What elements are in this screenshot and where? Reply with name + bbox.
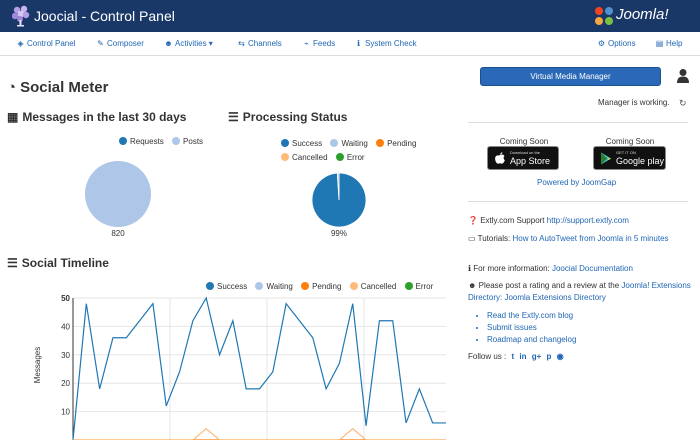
processing-legend: Success Waiting Pending Cancelled Error xyxy=(281,137,441,165)
extensions-directory-link[interactable]: Joomla! Extensions Directory: Joomla Ext… xyxy=(468,281,691,302)
nav-help[interactable]: ▤ Help xyxy=(655,39,683,48)
share-icon: ⇆ xyxy=(238,39,245,48)
edit-icon: ✎ xyxy=(97,39,104,48)
messages-legend: Requests Posts xyxy=(119,137,209,146)
manager-status-text: Manager is working. xyxy=(598,98,670,107)
twitter-icon[interactable]: t xyxy=(511,352,515,361)
powered-by-link[interactable]: Powered by JoomGap xyxy=(537,178,617,187)
gear-icon: ⚙ xyxy=(597,39,606,48)
users-icon: ☻ xyxy=(164,39,173,48)
apple-icon xyxy=(495,152,505,164)
pie-slice-waiting[interactable] xyxy=(336,172,340,201)
y-tick-label: 50 xyxy=(61,294,70,303)
processing-pie-chart xyxy=(311,172,367,228)
tasks-icon: ☰ xyxy=(7,256,18,270)
documentation-link[interactable]: Joocial Documentation xyxy=(551,264,633,273)
rating-info: ☻ Please post a rating and a review at t… xyxy=(468,281,691,302)
y-axis-label: Messages xyxy=(33,347,42,383)
more-info: ℹ For more information: Joocial Document… xyxy=(468,264,633,273)
social-meter-heading: ◔ Social Meter xyxy=(7,79,109,96)
pinterest-icon[interactable]: p xyxy=(546,352,552,361)
nav-options[interactable]: ⚙ Options xyxy=(597,39,636,48)
y-tick-label: 40 xyxy=(61,322,70,331)
messages-pie-chart xyxy=(85,161,151,227)
rss-icon: ⌁ xyxy=(304,39,309,48)
series-line-cancelled[interactable] xyxy=(73,427,446,440)
timeline-heading: ☰ Social Timeline xyxy=(7,256,109,270)
legend-item-posts[interactable]: Posts xyxy=(172,137,203,146)
divider xyxy=(468,201,688,202)
y-tick-label: 30 xyxy=(61,351,70,360)
linkedin-icon[interactable]: in xyxy=(519,352,527,361)
calendar-icon: ▦ xyxy=(7,110,19,124)
legend-item-success[interactable]: Success xyxy=(206,282,247,291)
legend-item-cancelled[interactable]: Cancelled xyxy=(281,151,328,165)
joomla-logo-icon xyxy=(595,7,613,25)
legend-item-success[interactable]: Success xyxy=(281,137,322,151)
y-tick-label: 20 xyxy=(61,379,70,388)
processing-heading: ☰ Processing Status xyxy=(228,110,348,124)
legend-item-waiting[interactable]: Waiting xyxy=(330,137,368,151)
github-icon[interactable]: ◉ xyxy=(556,352,564,361)
coming-soon-android: Coming Soon xyxy=(605,137,655,146)
help-icon: ▤ xyxy=(655,39,664,48)
monitor-icon: ▭ xyxy=(468,234,476,243)
info-icon: ℹ xyxy=(468,264,472,273)
social-timeline-chart: Messages 10 20 30 40 50 xyxy=(33,294,446,440)
y-tick-label: 10 xyxy=(61,408,70,417)
coming-soon-ios: Coming Soon xyxy=(499,137,549,146)
app-store-badge[interactable]: Download on the App Store xyxy=(487,146,559,170)
tutorials-link[interactable]: How to AutoTweet from Joomla in 5 minute… xyxy=(512,234,669,243)
pie-slice-posts[interactable] xyxy=(85,161,151,227)
divider xyxy=(468,122,688,123)
users-icon: ☻ xyxy=(468,281,477,290)
tasks-icon: ☰ xyxy=(228,110,239,124)
nav-composer[interactable]: ✎ Composer xyxy=(97,39,144,48)
legend-item-error[interactable]: Error xyxy=(335,151,365,165)
legend-item-requests[interactable]: Requests xyxy=(119,137,164,146)
support-link[interactable]: http://support.extly.com xyxy=(546,216,629,225)
resource-links-list: Read the Extly.com blog Submit issues Ro… xyxy=(475,310,576,346)
question-circle-icon: ❓ xyxy=(468,216,478,225)
processing-percent-label: 99% xyxy=(330,229,347,238)
caret-down-icon: ▾ xyxy=(206,39,213,48)
nav-activities[interactable]: ☻ Activities ▾ xyxy=(164,39,213,48)
nav-feeds[interactable]: ⌁ Feeds xyxy=(302,39,335,48)
top-header: Joocial - Control Panel Joomla! xyxy=(0,0,700,32)
list-item-blog[interactable]: Read the Extly.com blog xyxy=(487,310,576,322)
support-info: ❓ Extly.com Support http://support.extly… xyxy=(468,216,629,225)
list-item-roadmap[interactable]: Roadmap and changelog xyxy=(487,334,576,346)
google-play-icon xyxy=(601,152,611,165)
sub-navigation: ◈ Control Panel ✎ Composer ☻ Activities ▾ ⇆… xyxy=(0,32,700,56)
googleplus-icon[interactable]: g+ xyxy=(531,352,542,361)
nav-channels[interactable]: ⇆ Channels xyxy=(238,39,282,48)
joomla-brand: Joomla! xyxy=(616,6,669,23)
google-play-badge[interactable]: GET IT ON Google play xyxy=(593,146,666,170)
messages-heading: ▦ Messages in the last 30 days xyxy=(7,110,187,124)
dashboard-icon: ◔ xyxy=(7,79,17,96)
messages-total-label: 820 xyxy=(111,229,125,238)
info-icon: ℹ xyxy=(356,39,361,48)
nav-control-panel[interactable]: ◈ Control Panel xyxy=(17,39,76,48)
page-title: Joocial - Control Panel xyxy=(34,8,175,24)
legend-item-pending[interactable]: Pending xyxy=(376,137,416,151)
nav-system-check[interactable]: ℹ System Check xyxy=(354,39,417,48)
virtual-media-manager-button[interactable]: Virtual Media Manager xyxy=(480,67,661,86)
timeline-legend: Success Waiting Pending Cancelled Error xyxy=(206,282,439,291)
legend-item-cancelled[interactable]: Cancelled xyxy=(349,282,396,291)
dashboard-icon: ◈ xyxy=(17,39,24,48)
user-icon[interactable] xyxy=(676,68,690,84)
follow-us: Follow us : t in g+ p ◉ xyxy=(468,352,564,361)
legend-item-waiting[interactable]: Waiting xyxy=(255,282,293,291)
joocial-logo-icon xyxy=(12,5,30,27)
legend-item-pending[interactable]: Pending xyxy=(301,282,341,291)
spinner-icon: ↻ xyxy=(679,98,687,108)
list-item-issues[interactable]: Submit issues xyxy=(487,322,576,334)
tutorials-info: ▭ Tutorials: How to AutoTweet from Jooml… xyxy=(468,234,669,243)
legend-item-error[interactable]: Error xyxy=(404,282,433,291)
series-line-success[interactable] xyxy=(72,296,446,440)
